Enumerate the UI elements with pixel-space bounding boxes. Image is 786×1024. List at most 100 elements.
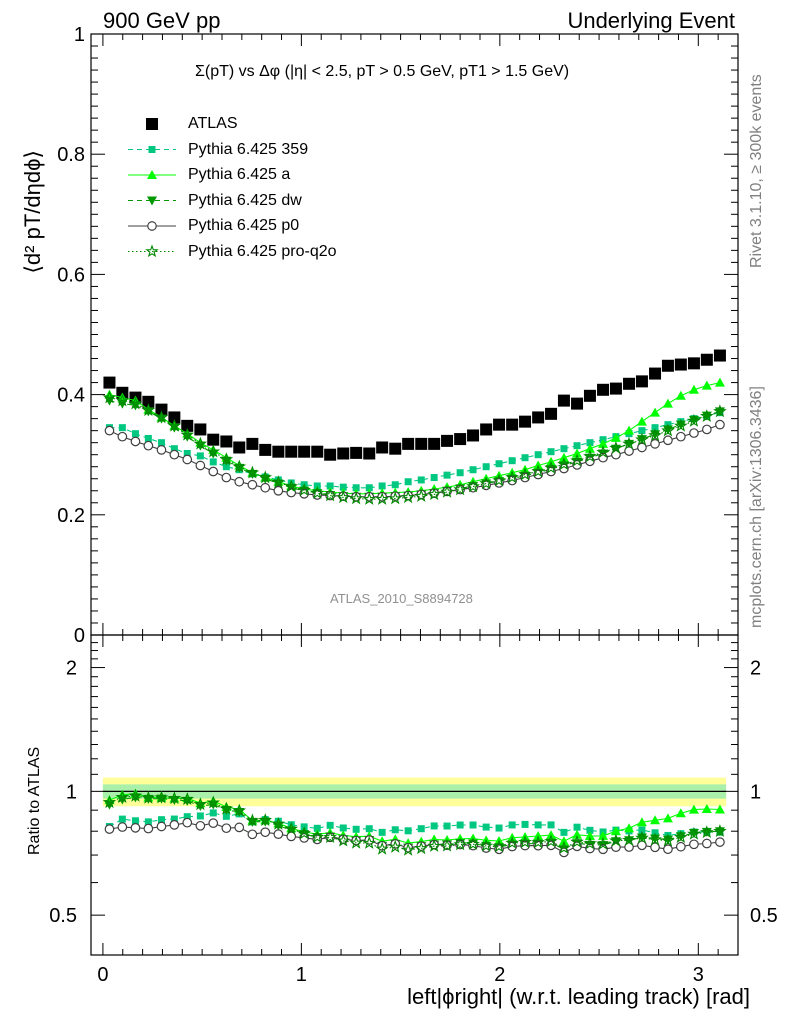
data-point [573,823,581,831]
data-point [365,825,373,833]
data-point [479,476,493,490]
data-point [650,834,661,844]
data-point [636,435,647,445]
data-point [443,822,451,830]
data-point [169,449,180,460]
data-point [650,842,660,853]
data-point [521,454,529,462]
data-point [415,437,428,450]
data-point [221,472,232,483]
data-point [661,359,674,372]
data-point [131,817,139,825]
data-point [689,839,699,850]
legend-markers [128,118,176,258]
data-point [260,482,271,493]
data-point [271,475,286,489]
data-point [102,795,117,809]
data-point [273,485,284,496]
data-point [662,813,673,823]
data-point [196,812,204,820]
data-point [624,446,634,456]
data-point [701,380,712,390]
data-point [209,809,217,817]
data-point [650,430,661,440]
data-point [638,826,646,834]
data-point [571,397,584,410]
data-point [414,489,429,502]
data-point [662,398,673,408]
data-point [531,464,545,478]
data-point [349,491,363,505]
x-tick-label: 1 [296,964,307,986]
data-point [440,838,454,852]
data-point [635,375,648,388]
data-point [622,833,636,846]
data-point [207,433,220,446]
data-point [170,815,178,823]
series-pythia-6-425-a [104,377,725,498]
ratio-y-tick-label-right: 1 [750,781,761,803]
data-point [147,196,157,206]
data-point [700,353,713,366]
data-point [245,813,260,827]
x-tick-label: 0 [97,964,108,986]
legend-entry: Pythia 6.425 dw [188,191,302,209]
data-point [417,476,425,484]
data-point [638,427,646,435]
data-point [377,840,387,851]
y-tick-label: 1 [74,24,85,46]
data-point [688,828,699,838]
data-point [635,830,649,844]
data-point [193,797,208,811]
data-point [260,827,271,838]
data-point [505,470,519,484]
data-point [417,825,425,833]
data-point [531,835,545,849]
data-point [208,466,219,477]
data-point [466,837,480,850]
data-point [560,445,568,453]
data-point [583,836,597,850]
data-point [609,833,623,847]
data-point [194,423,207,436]
data-point [479,838,493,852]
ratio-line [109,795,720,851]
data-point [609,382,622,395]
data-point [649,367,662,380]
y-tick-label: 0.6 [57,264,85,286]
y-tick-label: 0 [74,625,85,647]
data-point [103,376,116,389]
data-point [674,358,687,371]
data-point [637,442,647,453]
data-point [622,436,636,450]
data-point [636,416,647,426]
data-point [247,479,258,490]
rivet-label: Rivet 3.1.10, ≥ 300k events [748,74,765,268]
data-point [584,830,595,840]
data-point [572,448,583,458]
data-point [610,826,621,836]
data-point [336,833,351,847]
data-point [154,790,169,804]
data-point [180,427,195,441]
data-point [443,471,451,479]
data-point [650,407,661,417]
data-point [428,437,441,450]
data-point [284,821,299,835]
data-point [495,824,503,832]
data-point [414,841,429,855]
data-point [141,790,156,804]
data-point [544,460,558,474]
data-point [687,413,701,427]
x-tick-label: 3 [693,964,704,986]
data-point [154,410,169,424]
data-point [482,463,490,471]
data-point [675,420,686,430]
data-point [573,442,581,450]
data-point [456,469,464,477]
y-tick-label: 0.4 [57,385,85,407]
data-point [232,459,247,473]
data-point [375,492,389,505]
data-point [469,821,477,829]
ratio-y-tick-label-right: 2 [750,658,761,680]
